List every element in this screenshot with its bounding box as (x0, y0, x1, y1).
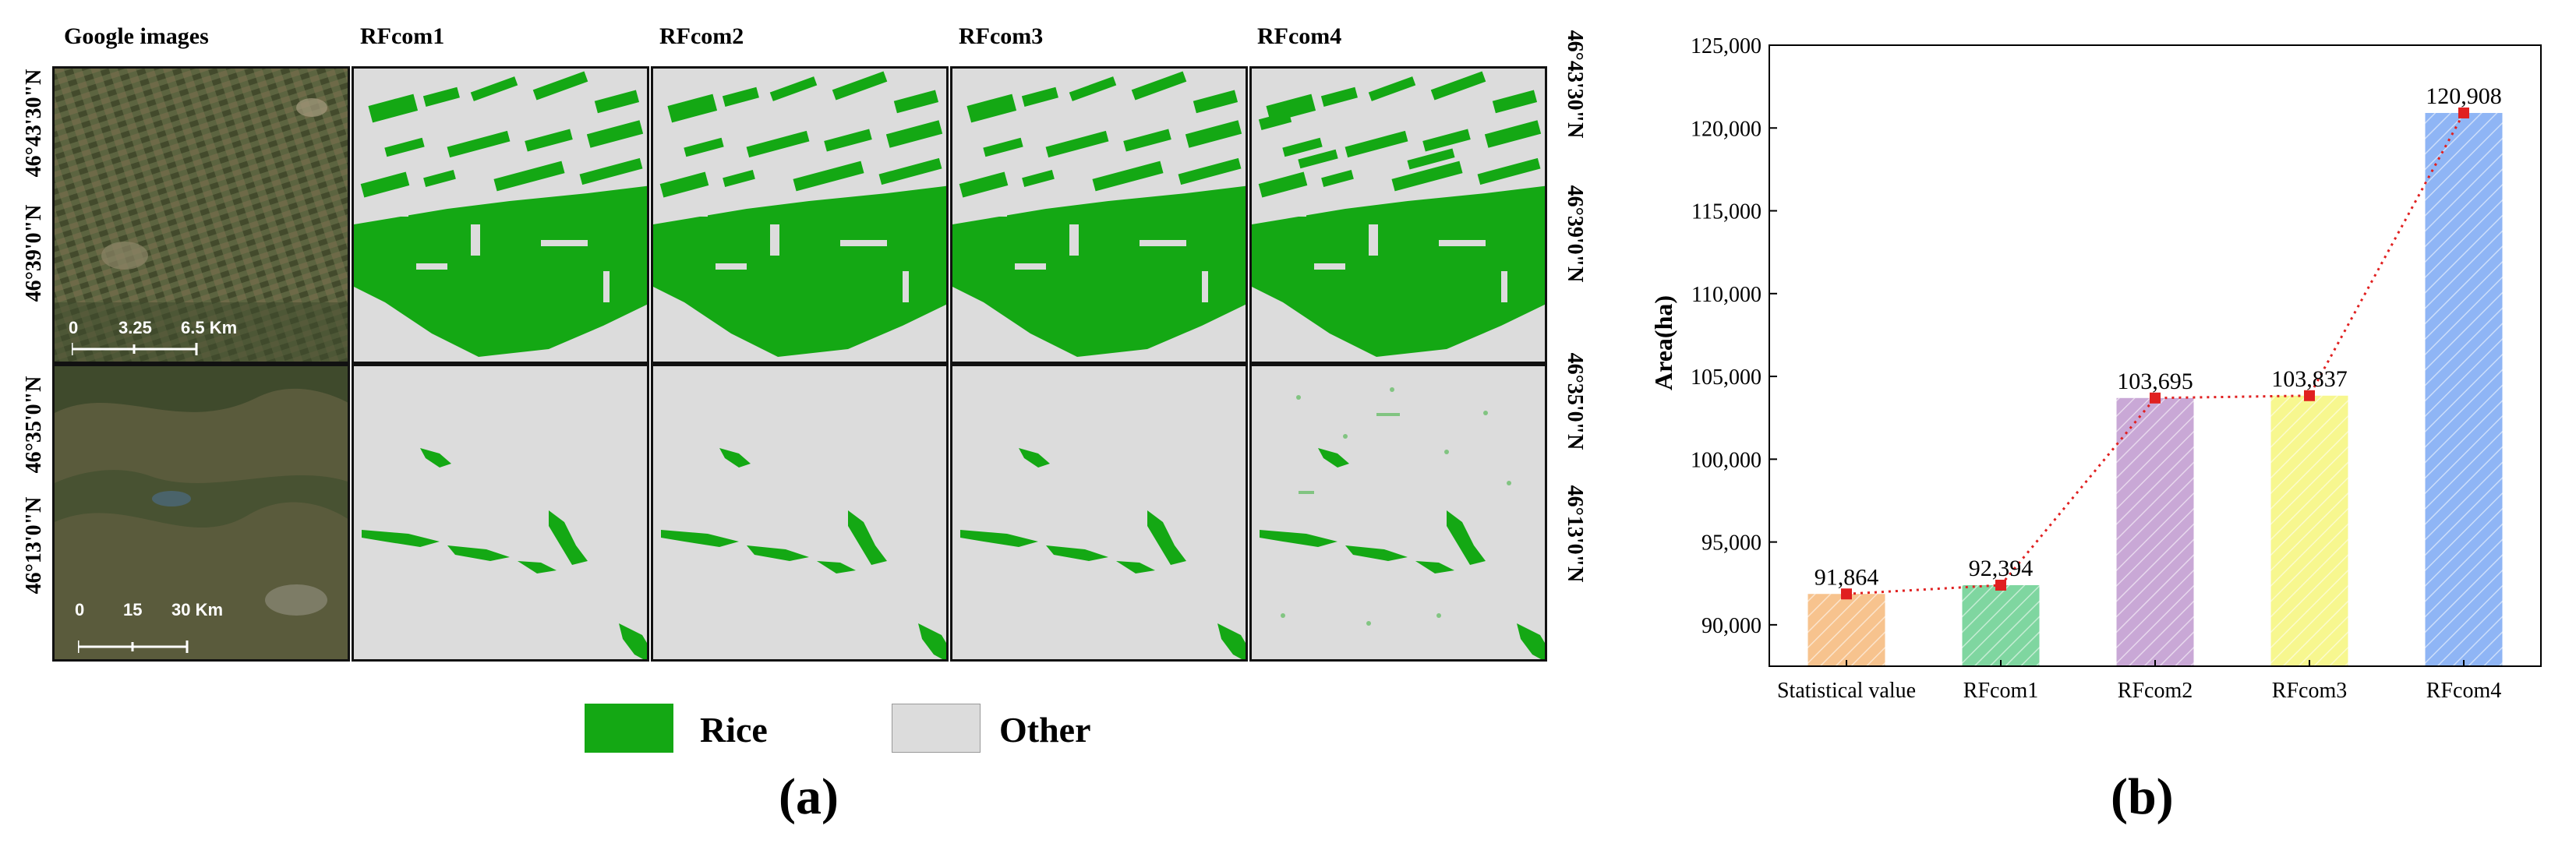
classification-map-rfcom4-bottom (1249, 364, 1547, 662)
y-tick-label: 105,000 (1691, 365, 1762, 390)
x-tick-label: Statistical value (1777, 679, 1916, 703)
column-header-rfcom1: RFcom1 (360, 23, 445, 49)
legend-swatch-rice (585, 704, 673, 753)
x-tick-label: RFcom3 (2272, 679, 2347, 703)
bar-hatch (1807, 594, 1885, 666)
satellite-image-bottom: 0 15 30 Km (52, 364, 350, 662)
lat-label-right-top-1: 46°43'30"N (1563, 30, 1587, 139)
legend-label-other: Other (999, 710, 1091, 750)
data-label: 120,908 (2426, 83, 2502, 109)
data-label: 91,864 (1815, 564, 1879, 590)
lat-label-right-top-2: 46°39'0"N (1563, 185, 1587, 283)
legend-swatch-other (892, 704, 981, 753)
trend-marker (1995, 579, 2006, 591)
bar-chart: 90,000 95,000 100,000 105,000 110,000 115,000… (1649, 34, 2542, 703)
classification-map-rfcom1-bottom (352, 364, 649, 662)
scale-label-0: 0 (69, 318, 79, 337)
y-tick-label: 110,000 (1691, 283, 1762, 307)
trend-marker (1841, 588, 1852, 600)
scale-label-end-bottom: 30 Km (171, 600, 224, 619)
column-header-rfcom4: RFcom4 (1257, 23, 1342, 49)
bar-hatch (2116, 397, 2194, 666)
lat-label-top-2: 46°39'0"N (22, 204, 46, 302)
classification-map-rfcom4-top (1249, 66, 1547, 364)
column-header-rfcom2: RFcom2 (659, 23, 744, 49)
x-tick-label: RFcom4 (2426, 679, 2501, 703)
y-tick-label: 125,000 (1691, 34, 1762, 58)
scale-label-0-bottom: 0 (75, 600, 85, 619)
panel-b: 90,000 95,000 100,000 105,000 110,000 115,000… (1637, 16, 2557, 825)
lat-label-bottom-2: 46°13'0"N (22, 496, 46, 595)
y-tick-label: 120,000 (1691, 117, 1762, 141)
classification-map-rfcom3-top (950, 66, 1248, 364)
column-header-google: Google images (64, 23, 209, 49)
data-label: 92,394 (1969, 556, 2034, 581)
lat-label-right-bottom-1: 46°35'0"N (1563, 352, 1587, 450)
bar-hatch (2425, 112, 2503, 667)
classification-map-rfcom2-bottom (651, 364, 949, 662)
trend-marker (2458, 107, 2469, 118)
scale-label-end: 6.5 Km (181, 318, 238, 337)
y-tick-label: 115,000 (1691, 200, 1762, 224)
y-tick-label: 90,000 (1701, 614, 1762, 638)
classification-map-rfcom1-top (352, 66, 649, 364)
lat-label-bottom-1: 46°35'0"N (22, 376, 46, 474)
bar-hatch (2270, 395, 2348, 666)
trend-marker (2150, 392, 2161, 404)
classification-map-rfcom3-bottom (950, 364, 1248, 662)
data-label: 103,837 (2271, 366, 2348, 392)
x-tick-label: RFcom2 (2118, 679, 2193, 703)
scale-label-mid-bottom: 15 (123, 600, 143, 619)
scale-label-mid: 3.25 (118, 318, 152, 337)
panel-label-b: (b) (2111, 768, 2174, 825)
x-tick-label: RFcom1 (1963, 679, 2038, 703)
legend-label-rice: Rice (700, 710, 768, 750)
lat-label-top-1: 46°43'30"N (22, 69, 46, 178)
panel-label-a: (a) (779, 768, 839, 825)
data-label: 103,695 (2117, 369, 2193, 394)
satellite-image-top: 0 3.25 6.5 Km (52, 66, 350, 364)
lat-label-right-bottom-2: 46°13'0"N (1563, 485, 1587, 583)
y-axis-title: Area(ha) (1649, 295, 1677, 390)
y-tick-label: 100,000 (1691, 448, 1762, 472)
column-header-rfcom3: RFcom3 (959, 23, 1044, 49)
trend-marker (2304, 390, 2315, 401)
y-tick-label: 95,000 (1701, 531, 1762, 556)
bar-hatch (1962, 584, 2040, 666)
classification-map-rfcom2-top (651, 66, 949, 364)
